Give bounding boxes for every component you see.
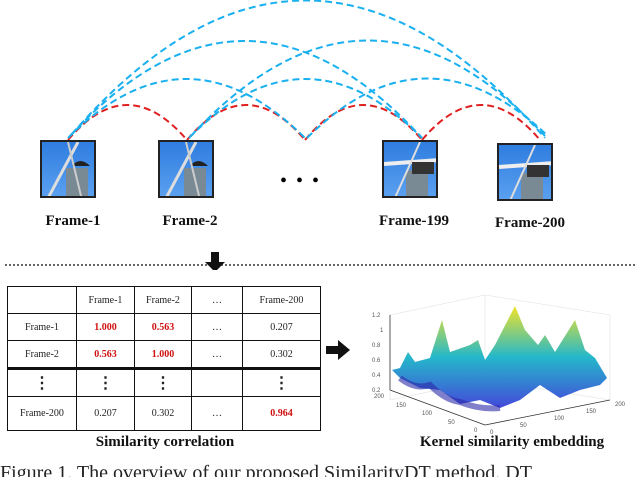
plot-caption: Kernel similarity embedding [419, 434, 605, 450]
frame-label: Frame-2 [162, 213, 218, 229]
x-tick: 150 [586, 409, 597, 415]
table-header-row: Frame-1 Frame-2 … Frame-200 [7, 286, 321, 314]
similarity-arcs [5, 0, 636, 270]
z-tick: 0.8 [372, 343, 381, 349]
table-cell: Frame-1 [76, 286, 135, 314]
x-tick: 200 [615, 402, 626, 408]
frame-label: Frame-1 [45, 213, 101, 229]
table-row: ⋮ ⋮ ⋮ ⋮ [7, 368, 321, 397]
z-tick: 1 [380, 328, 384, 334]
x-tick: 50 [520, 423, 527, 429]
table-cell: … [191, 396, 243, 431]
frame-199-thumbnail [382, 140, 438, 198]
z-tick: 0.2 [372, 388, 381, 394]
table-caption: Similarity correlation [95, 434, 235, 450]
table-cell [7, 286, 77, 314]
blue-arc [306, 77, 549, 139]
table-cell: ⋮ [76, 368, 135, 397]
ellipsis: • • • [280, 170, 322, 192]
blue-arc [188, 78, 423, 139]
table-cell: 0.302 [134, 396, 192, 431]
z-tick: 0.6 [372, 358, 381, 364]
table-cell: … [191, 286, 243, 314]
table-cell [191, 368, 243, 397]
table-cell: Frame-2 [7, 340, 77, 369]
table-cell: 1.000 [134, 340, 192, 369]
y-tick: 200 [374, 394, 385, 400]
table-cell: ⋮ [242, 368, 321, 397]
kernel-surface-plot: 0.2 0.4 0.6 0.8 1 1.2 200 150 100 50 0 0… [372, 294, 626, 435]
table-cell: 1.000 [76, 313, 135, 341]
table-cell: Frame-200 [242, 286, 321, 314]
x-ticks: 0 50 100 150 200 [490, 402, 626, 435]
blue-arc [69, 40, 423, 139]
table-row: Frame-1 1.000 0.563 … 0.207 [7, 313, 321, 341]
y-axis [389, 389, 486, 426]
table-cell: 0.563 [134, 313, 192, 341]
surface [392, 306, 607, 408]
table-cell: 0.964 [242, 396, 321, 431]
y-ticks: 200 150 100 50 0 [374, 394, 478, 434]
x-axis [484, 399, 611, 426]
z-tick: 1.2 [372, 313, 381, 319]
table-cell: 0.207 [76, 396, 135, 431]
table-cell: 0.302 [242, 340, 321, 369]
down-arrow-icon [205, 252, 225, 270]
table-row: Frame-2 0.563 1.000 … 0.302 [7, 340, 321, 369]
frame-2-thumbnail [158, 140, 214, 198]
z-ticks: 0.2 0.4 0.6 0.8 1 1.2 [372, 313, 384, 394]
table-cell: Frame-1 [7, 313, 77, 341]
y-tick: 100 [422, 411, 433, 417]
y-tick: 0 [474, 428, 478, 434]
frame-1-thumbnail [40, 140, 96, 198]
table-cell: … [191, 340, 243, 369]
x-tick: 0 [490, 430, 494, 435]
table-cell: ⋮ [7, 368, 77, 397]
frame-label: Frame-200 [495, 215, 565, 231]
similarity-table: Frame-1 Frame-2 … Frame-200 Frame-1 1.00… [7, 286, 321, 431]
table-cell: Frame-200 [7, 396, 77, 431]
z-tick: 0.4 [372, 373, 381, 379]
table-cell: 0.207 [242, 313, 321, 341]
blue-arc [190, 39, 546, 137]
red-arc [421, 104, 541, 141]
y-tick: 50 [448, 420, 455, 426]
x-tick: 100 [554, 416, 565, 422]
red-arc [67, 104, 188, 141]
frame-label: Frame-199 [379, 213, 449, 229]
table-cell: 0.563 [76, 340, 135, 369]
table-cell: Frame-2 [134, 286, 192, 314]
table-row: Frame-200 0.207 0.302 … 0.964 [7, 396, 321, 431]
figure-caption: Figure 1. The overview of our proposed S… [0, 462, 532, 477]
blue-arc [71, 0, 546, 139]
frame-200-thumbnail [497, 143, 553, 201]
table-cell: ⋮ [134, 368, 192, 397]
blue-arc [67, 78, 306, 139]
table-cell: … [191, 313, 243, 341]
right-arrow-icon [326, 340, 350, 360]
y-tick: 150 [396, 403, 407, 409]
red-arc [304, 104, 423, 141]
